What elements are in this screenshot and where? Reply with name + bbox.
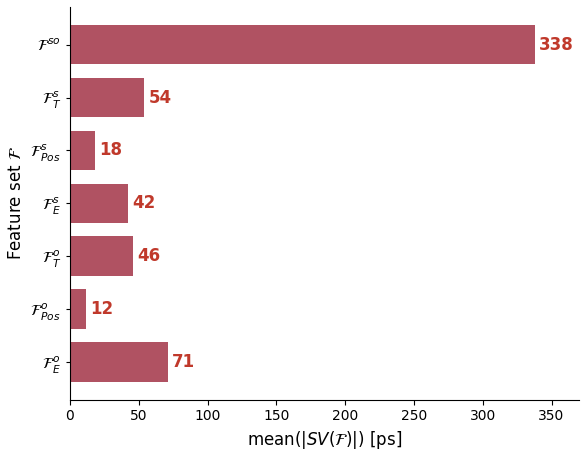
Bar [70,131,95,170]
Text: 12: 12 [91,300,114,318]
X-axis label: mean($|SV(\mathcal{F})|$) [ps]: mean($|SV(\mathcal{F})|$) [ps] [247,429,402,451]
Y-axis label: Feature set $\mathcal{F}$: Feature set $\mathcal{F}$ [7,147,25,260]
Bar [70,289,86,329]
Bar [70,342,168,382]
Text: 18: 18 [99,142,122,159]
Text: 71: 71 [172,353,195,371]
Text: 42: 42 [132,194,155,213]
Text: 46: 46 [137,247,161,265]
Text: 338: 338 [539,36,574,54]
Bar [70,78,144,117]
Bar [70,236,133,276]
Bar [70,25,535,65]
Bar [70,184,128,223]
Text: 54: 54 [148,88,172,107]
